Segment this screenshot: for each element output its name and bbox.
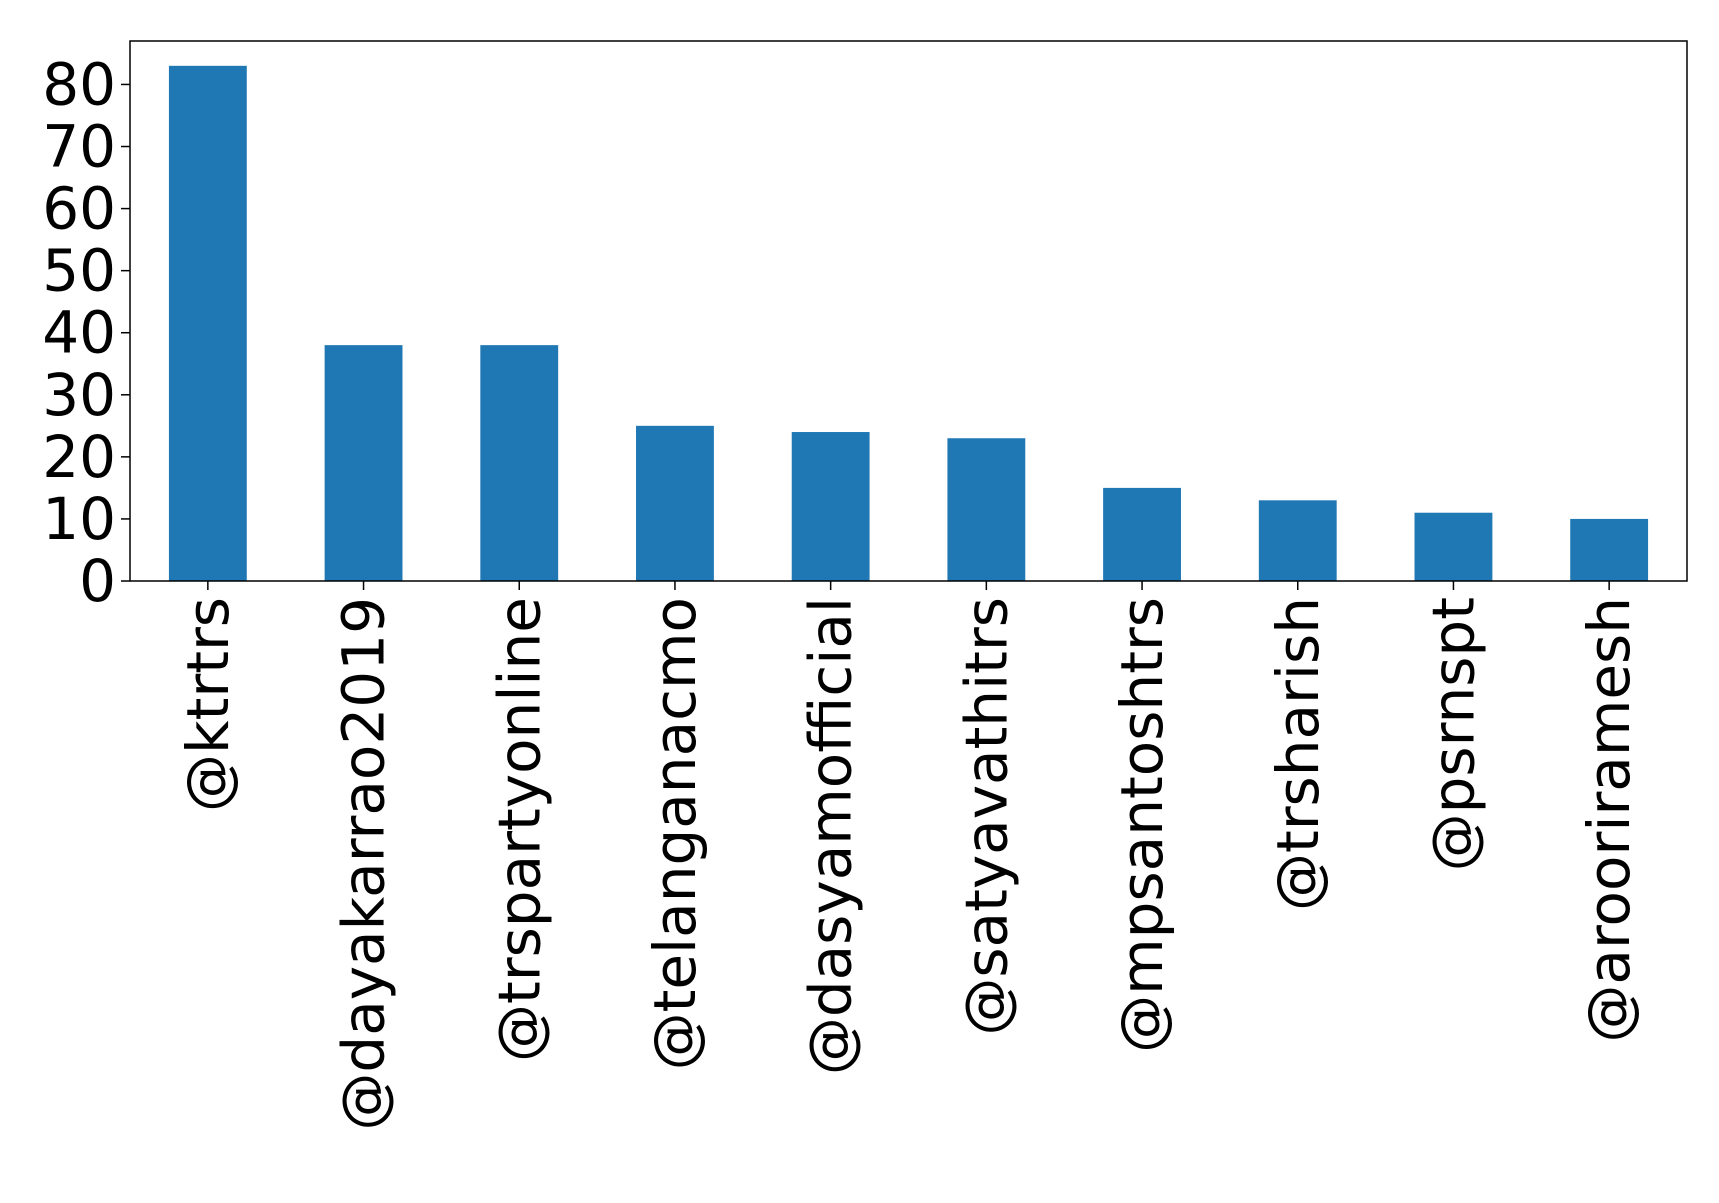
bars-group (168, 65, 1649, 582)
x-tick-label: @mpsantoshtrs (1108, 597, 1176, 1053)
y-tick-label: 10 (42, 485, 116, 553)
plot-frame (129, 40, 1688, 582)
x-axis: @ktrtrs @dayakarrao2019 @trspartyonline @te… (174, 581, 1643, 1131)
y-tick-label: 30 (42, 361, 116, 429)
y-tick-label: 80 (42, 50, 116, 118)
bar-trspartyonline (480, 345, 559, 581)
bar-telanganacmo (636, 425, 714, 581)
x-tick-label: @telanganacmo (641, 597, 709, 1070)
x-tick-label: @dayakarrao2019 (330, 597, 398, 1131)
bar-dasyamofficial (791, 432, 870, 581)
y-tick-label: 70 (42, 113, 116, 181)
x-tick-label: @ktrtrs (174, 597, 242, 812)
y-tick-label: 60 (42, 175, 116, 243)
bar-dayakarrao2019 (324, 345, 403, 581)
x-tick-label: @psrnspt (1419, 597, 1487, 871)
bar-satyavathitrs (947, 438, 1026, 581)
bar-psrnspt (1414, 512, 1493, 581)
bar-arooriramesh (1570, 518, 1649, 581)
x-tick-label: @satyavathitrs (952, 597, 1020, 1036)
bar-trsharish (1258, 500, 1337, 581)
x-tick-label: @arooriramesh (1575, 597, 1643, 1043)
y-tick-label: 50 (42, 237, 116, 305)
bar-mpsantoshtrs (1103, 487, 1181, 581)
x-tick-label: @trsharish (1264, 597, 1332, 911)
x-tick-label: @dasyamofficial (797, 597, 865, 1075)
y-tick-label: 40 (42, 299, 116, 367)
bar-ktrtrs (168, 65, 247, 582)
x-tick-label: @trspartyonline (485, 597, 553, 1062)
y-tick-label: 20 (42, 423, 116, 491)
y-tick-label: 0 (79, 547, 116, 615)
